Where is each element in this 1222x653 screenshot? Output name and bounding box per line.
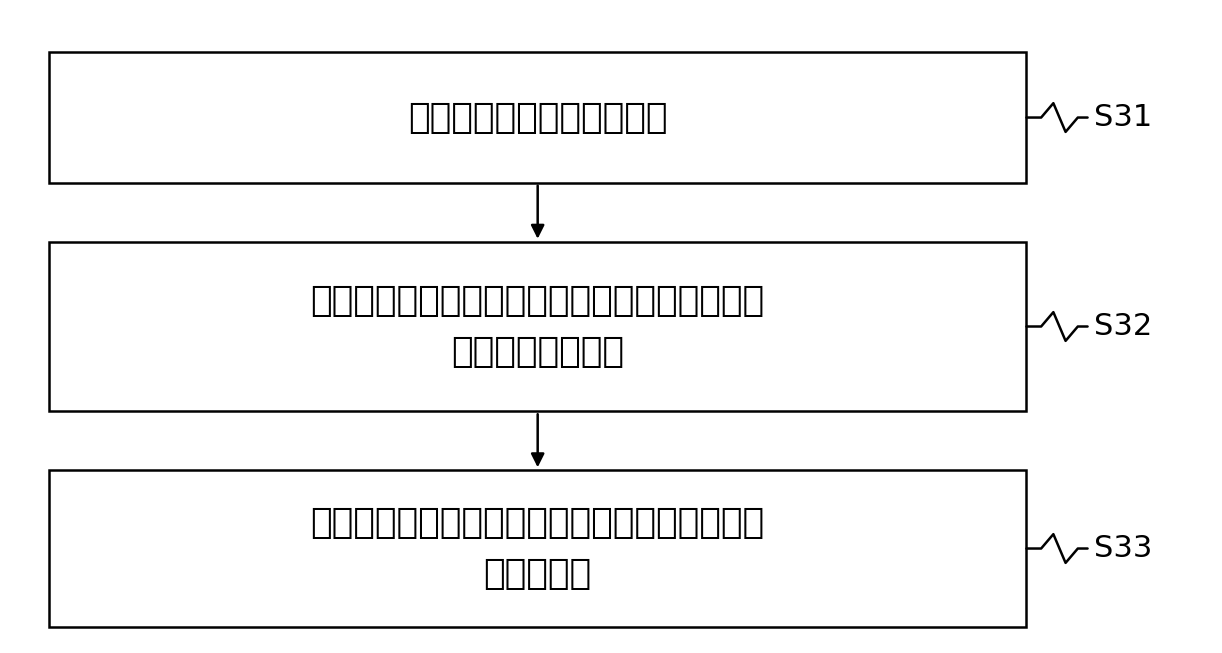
Text: 根据所述第一周跳参数浮点解进行单频动态周跳
探测与修复: 根据所述第一周跳参数浮点解进行单频动态周跳 探测与修复 xyxy=(310,507,765,590)
Text: S31: S31 xyxy=(1094,103,1152,132)
Text: S33: S33 xyxy=(1094,534,1152,563)
Text: 将所述三差观测方程线性化: 将所述三差观测方程线性化 xyxy=(408,101,667,135)
Text: 联立所述相位与伪距双差观测方程，获取所述第
一周跳参数浮点解: 联立所述相位与伪距双差观测方程，获取所述第 一周跳参数浮点解 xyxy=(310,285,765,368)
Bar xyxy=(49,470,1026,627)
Bar xyxy=(49,242,1026,411)
Text: S32: S32 xyxy=(1094,312,1152,341)
Bar xyxy=(49,52,1026,183)
